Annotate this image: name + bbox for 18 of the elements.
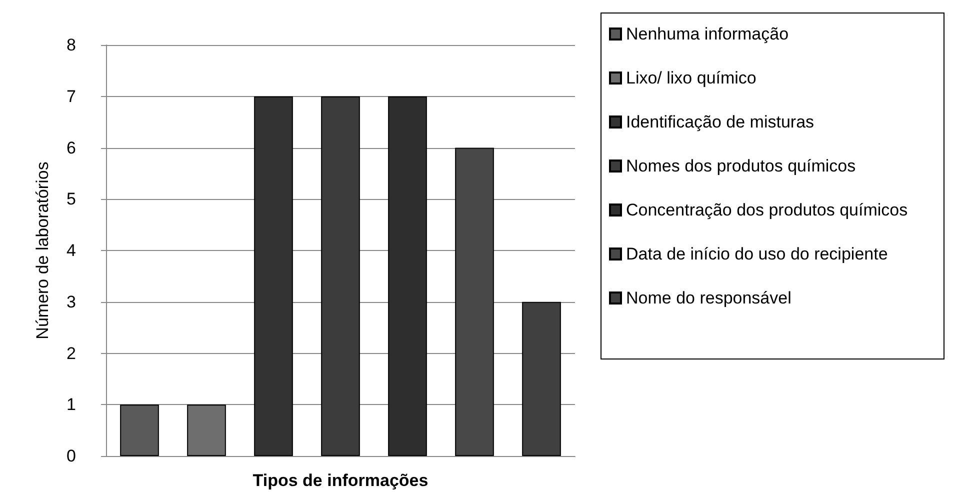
- y-tick-label: 2: [66, 344, 76, 363]
- y-tick-label: 1: [66, 395, 76, 414]
- legend-label: Data de início do uso do recipiente: [626, 244, 888, 264]
- legend-label: Nome do responsável: [626, 288, 792, 308]
- y-tick-label: 8: [66, 36, 76, 54]
- y-tick-label: 0: [66, 446, 76, 466]
- legend-label: Nomes dos produtos químicos: [626, 156, 856, 176]
- legend-label: Identificação de misturas: [626, 112, 814, 132]
- y-tick-label: 5: [66, 190, 76, 209]
- y-tick-label: 7: [66, 86, 76, 106]
- y-tick-label: 4: [66, 241, 76, 260]
- x-axis-title: Tipos de informações: [252, 471, 428, 490]
- y-axis-title: Número de laboratórios: [33, 162, 52, 340]
- legend-label: Nenhuma informação: [626, 24, 789, 44]
- y-tick-label: 6: [66, 138, 76, 158]
- legend-label: Lixo/ lixo químico: [626, 68, 756, 88]
- y-tick-label: 3: [66, 292, 76, 312]
- legend-label: Concentração dos produtos químicos: [626, 200, 908, 220]
